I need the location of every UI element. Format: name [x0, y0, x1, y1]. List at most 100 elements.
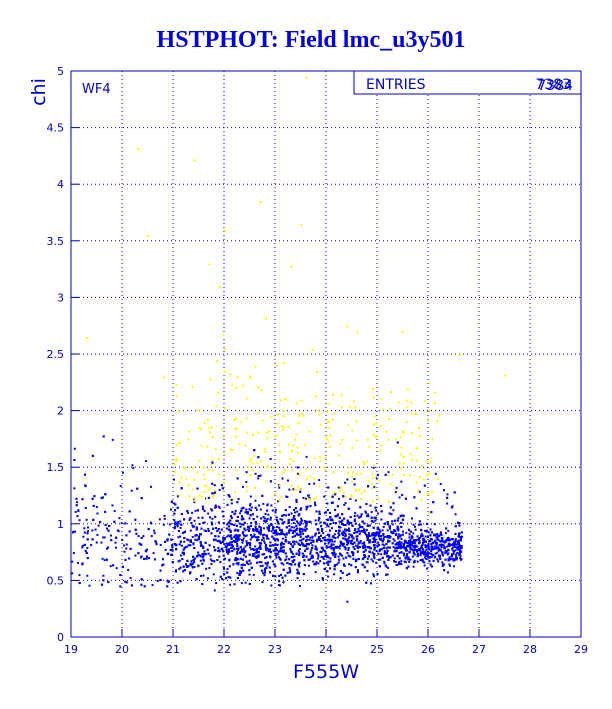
data-point	[288, 532, 291, 535]
data-point	[290, 489, 293, 492]
data-point	[78, 574, 81, 577]
data-point	[173, 525, 176, 528]
data-point	[309, 552, 312, 555]
data-point	[388, 418, 391, 421]
data-point	[409, 546, 412, 549]
data-point	[257, 477, 260, 480]
data-point	[296, 485, 299, 488]
data-point	[296, 466, 299, 469]
grid-lines	[71, 71, 581, 637]
data-point	[372, 520, 375, 523]
data-point	[328, 546, 331, 549]
data-point	[222, 554, 225, 557]
data-point	[174, 570, 177, 573]
data-point	[297, 534, 300, 537]
data-point	[86, 557, 89, 560]
data-point	[420, 532, 423, 535]
data-point	[248, 527, 251, 530]
data-point	[408, 533, 411, 536]
data-point	[373, 544, 376, 547]
data-point	[368, 445, 371, 448]
data-point	[363, 528, 366, 531]
data-point	[206, 445, 209, 448]
data-point	[301, 530, 304, 533]
data-point	[324, 456, 327, 459]
data-point	[249, 543, 252, 546]
data-point	[387, 559, 390, 562]
data-point	[200, 495, 203, 498]
data-point	[260, 561, 263, 564]
data-point	[373, 557, 376, 560]
data-point	[295, 540, 298, 543]
data-point	[454, 539, 457, 542]
data-point	[254, 472, 257, 475]
data-point	[241, 539, 244, 542]
data-point	[461, 535, 464, 538]
data-point	[296, 520, 299, 523]
data-point	[319, 560, 322, 563]
data-point	[454, 543, 457, 546]
data-point	[288, 541, 291, 544]
data-point	[107, 546, 110, 549]
data-point	[196, 509, 199, 512]
data-point	[317, 555, 320, 558]
data-point	[331, 495, 334, 498]
data-point	[394, 533, 397, 536]
data-point	[246, 544, 249, 547]
data-point	[213, 484, 216, 487]
data-point	[222, 436, 225, 439]
data-point	[240, 566, 243, 569]
data-point	[161, 564, 164, 567]
data-point	[186, 510, 189, 513]
data-point	[291, 532, 294, 535]
data-point	[355, 490, 358, 493]
data-point	[269, 518, 272, 521]
data-point	[459, 554, 462, 557]
data-point	[236, 571, 239, 574]
data-point	[196, 487, 199, 490]
data-point	[191, 511, 194, 514]
data-point	[122, 471, 124, 474]
data-point	[319, 459, 322, 462]
data-point	[346, 325, 349, 328]
data-point	[280, 496, 283, 499]
data-point	[222, 567, 225, 570]
data-point	[275, 529, 277, 532]
data-point	[295, 527, 298, 530]
data-point	[332, 522, 335, 525]
data-point	[348, 572, 351, 575]
data-point	[347, 520, 350, 523]
data-point	[366, 535, 369, 538]
data-point	[203, 421, 206, 424]
data-point	[290, 512, 293, 515]
data-point	[363, 489, 366, 492]
data-point	[173, 463, 176, 466]
data-point	[435, 541, 438, 544]
data-point	[246, 397, 249, 400]
data-point	[191, 562, 194, 565]
data-point	[409, 530, 412, 533]
data-point	[363, 530, 366, 533]
data-point	[223, 370, 226, 373]
data-point	[233, 524, 236, 527]
data-point	[313, 457, 316, 460]
data-point	[323, 521, 326, 524]
data-point	[339, 544, 342, 547]
data-point	[398, 540, 401, 543]
data-point	[147, 235, 150, 238]
data-point	[252, 535, 255, 538]
data-point	[354, 512, 357, 515]
data-point	[363, 543, 366, 546]
data-point	[227, 576, 230, 579]
data-point	[293, 535, 296, 538]
data-point	[260, 542, 263, 545]
data-point	[285, 555, 288, 558]
data-point	[418, 434, 421, 437]
data-point	[153, 529, 156, 532]
data-point	[198, 459, 201, 462]
data-point	[229, 522, 232, 525]
data-point	[269, 516, 272, 519]
data-point	[409, 548, 412, 551]
data-point	[182, 570, 185, 573]
data-point	[257, 431, 260, 434]
